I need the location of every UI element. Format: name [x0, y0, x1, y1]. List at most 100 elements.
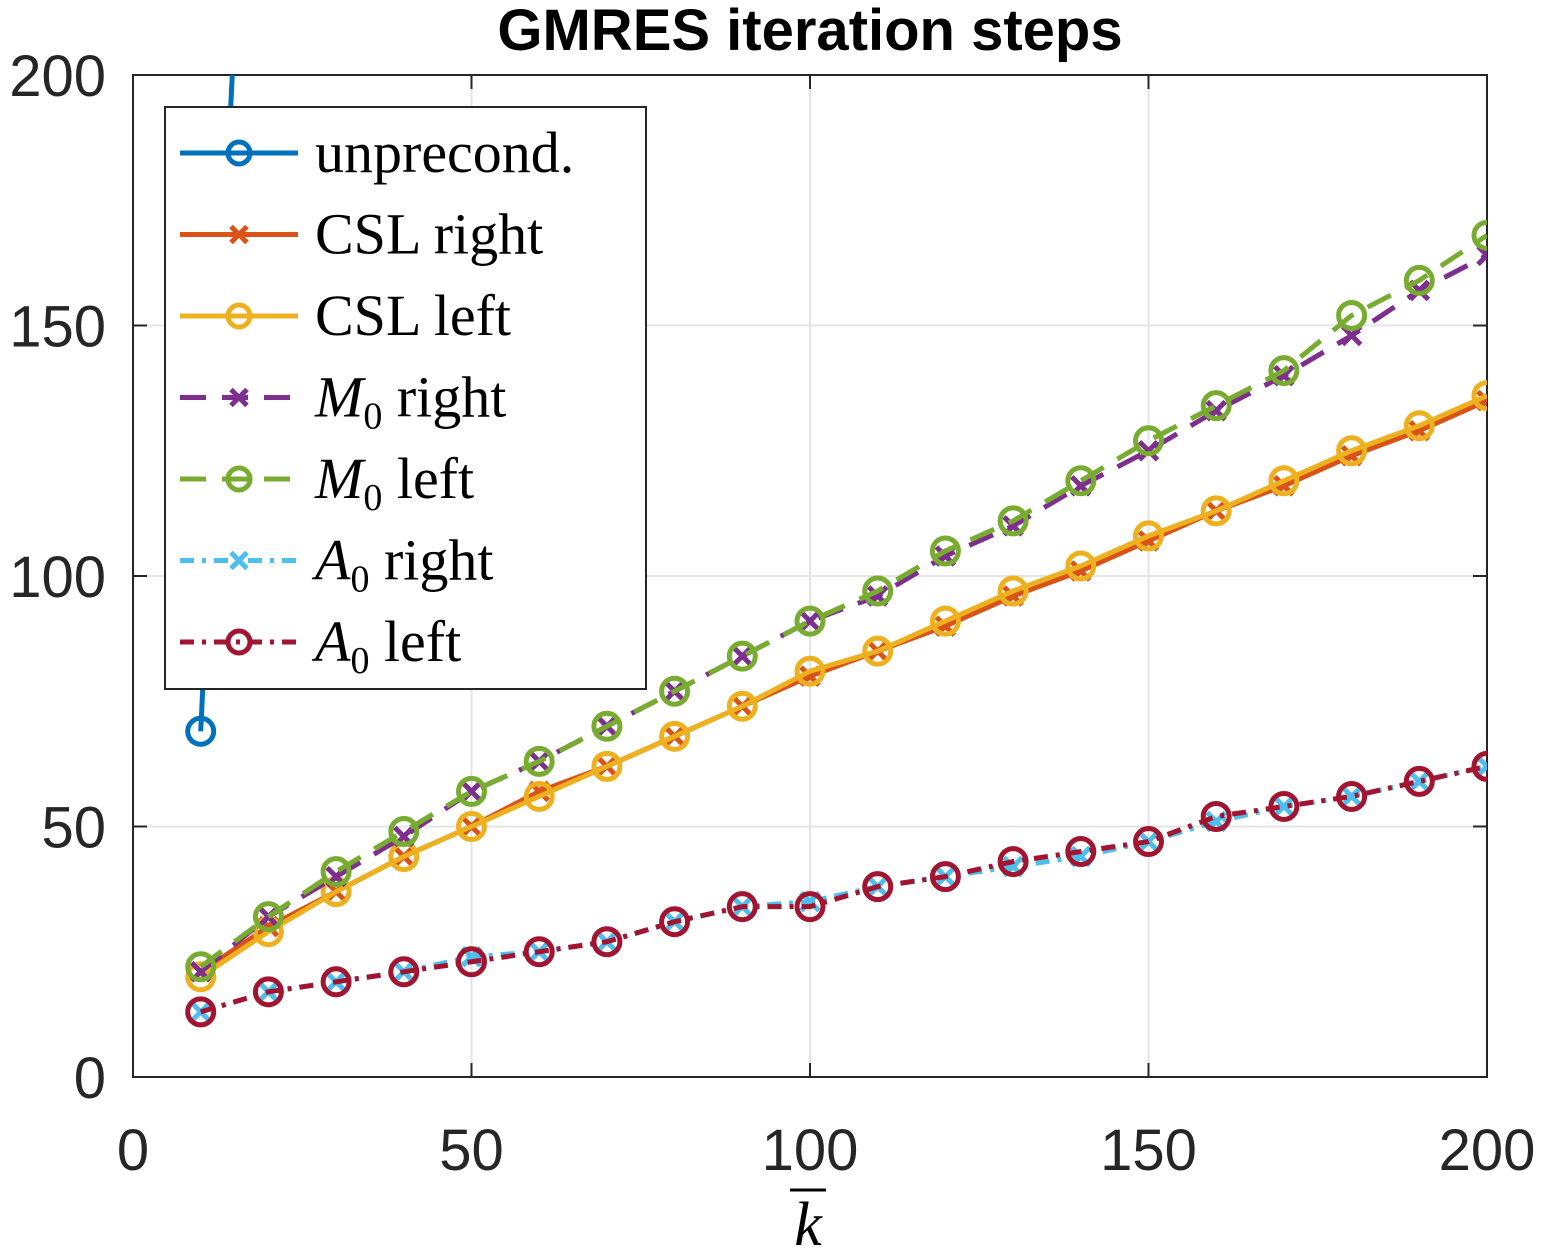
data-point-m0-left-80	[659, 675, 691, 707]
data-point-a0-left-180	[1336, 780, 1368, 812]
series-a0-left	[185, 750, 1487, 1028]
data-point-a0-right-180-stroke-b	[1340, 785, 1363, 808]
data-point-m0-left-40	[388, 816, 420, 848]
legend-label-a0-left: A0 left	[311, 609, 461, 682]
data-point-m0-left-10	[185, 951, 217, 983]
data-point-m0-left-190	[1403, 264, 1435, 296]
data-point-m0-left-20	[252, 901, 284, 933]
legend-label-m0-left: M0 left	[314, 446, 474, 519]
chart-title: GMRES iteration steps	[497, 0, 1122, 63]
y-tick-label-200: 200	[9, 44, 106, 109]
data-point-a0-left-100	[794, 891, 826, 923]
data-point-csl-right-200-stroke-a	[1476, 389, 1487, 405]
tick-labels: 0 50 100 150 200 0 50 100 150 200	[9, 44, 1535, 1183]
data-point-csl-left-140	[1065, 550, 1097, 582]
data-point-a0-left-20	[252, 976, 284, 1008]
data-point-csl-left-50	[456, 811, 487, 842]
data-point-m0-left-150	[1133, 425, 1164, 457]
series-m0-left	[185, 219, 1487, 983]
data-point-a0-left-40	[388, 956, 420, 988]
legend-marker-a0-right	[229, 550, 249, 571]
data-point-a0-left-200	[1471, 750, 1487, 782]
data-point-m0-right-150-stroke-b	[1137, 439, 1160, 462]
data-point-m0-left-170	[1268, 355, 1300, 387]
data-point-m0-left-180	[1336, 299, 1368, 331]
data-point-m0-left-30	[320, 856, 352, 888]
data-point-csl-left-120	[929, 605, 961, 637]
data-point-csl-left-130	[997, 575, 1029, 607]
y-tick-label-100: 100	[9, 545, 106, 610]
data-point-m0-left-140	[1065, 465, 1097, 497]
legend-label-csl-left: CSL left	[315, 283, 511, 348]
x-tick-label-100: 100	[762, 1118, 859, 1183]
data-point-m0-left-90	[726, 640, 758, 672]
data-point-a0-left-110	[862, 871, 894, 903]
data-point-csl-left-60	[523, 780, 555, 812]
data-point-m0-right-90	[731, 645, 754, 667]
data-point-csl-left-170	[1268, 465, 1300, 497]
legend-item-a0-right: A0 right	[180, 528, 493, 601]
data-point-a0-left-140	[1065, 836, 1097, 868]
data-point-a0-left-120	[929, 861, 961, 893]
data-point-m0-left-70	[591, 710, 623, 742]
data-point-csl-left-90	[726, 690, 758, 722]
data-point-m0-left-110	[862, 575, 894, 607]
legend-item-a0-left: A0 left	[180, 609, 461, 682]
legend-marker-unprecond	[225, 139, 253, 167]
legend-item-csl-right: CSL right	[180, 202, 543, 267]
data-point-a0-left-170	[1268, 790, 1300, 822]
legend-marker-m0-right-stroke-b	[229, 387, 249, 408]
legend-marker-m0-right	[229, 387, 249, 408]
data-point-csl-left-70	[591, 750, 623, 782]
legend-label-m0-right: M0 right	[314, 365, 506, 438]
data-point-m0-left-120	[929, 535, 961, 567]
data-point-csl-left-160	[1200, 495, 1232, 527]
data-point-m0-left-130	[997, 505, 1029, 537]
data-point-m0-right-100-stroke-b	[799, 610, 821, 632]
data-point-a0-left-150	[1133, 826, 1164, 858]
data-point-csl-left-110	[862, 635, 894, 667]
legend-marker-csl-right	[229, 224, 249, 245]
data-point-csl-left-200	[1471, 380, 1487, 412]
y-tick-label-50: 50	[41, 796, 106, 861]
data-point-m0-right-90-stroke-b	[731, 645, 754, 667]
data-point-m0-left-60	[523, 745, 555, 777]
series-csl-left	[185, 380, 1487, 993]
data-point-m0-left-100	[794, 605, 826, 637]
data-point-a0-right-170	[1273, 795, 1295, 818]
data-point-a0-right-190	[1408, 770, 1431, 793]
data-point-a0-left-80	[659, 906, 691, 938]
data-point-m0-left-50	[456, 775, 487, 807]
legend-marker-a0-left	[225, 628, 253, 656]
data-point-a0-right-200	[1476, 755, 1487, 778]
legend-item-m0-right: M0 right	[180, 365, 506, 438]
data-point-a0-left-190	[1403, 765, 1435, 797]
data-point-csl-left-100	[794, 655, 826, 687]
data-point-a0-left-70	[591, 926, 623, 958]
legend-marker-csl-right-stroke-b	[229, 224, 249, 245]
data-point-csl-left-190	[1403, 410, 1435, 442]
legend-label-csl-right: CSL right	[315, 202, 543, 267]
data-point-a0-left-130	[997, 846, 1029, 878]
data-point-a0-right-200-stroke-a	[1476, 755, 1487, 770]
legend: unprecond. CSL right CSL left M0 right M0 le…	[164, 106, 647, 690]
legend-marker-m0-left	[225, 465, 253, 493]
x-tick-label-200: 200	[1439, 1118, 1536, 1183]
y-tick-label-150: 150	[9, 295, 106, 360]
axes	[132, 74, 1488, 1078]
legend-marker-a0-right-stroke-b	[229, 550, 249, 571]
data-point-m0-right-100	[799, 610, 821, 632]
data-point-m0-left-200	[1471, 219, 1487, 251]
data-point-m0-right-190-stroke-b	[1408, 279, 1431, 302]
data-point-m0-right-200-stroke-b	[1476, 251, 1487, 267]
data-point-a0-right-190-stroke-b	[1408, 770, 1431, 793]
legend-item-m0-left: M0 left	[180, 446, 474, 519]
data-point-a0-left-50	[456, 946, 487, 978]
x-tick-label-150: 150	[1100, 1118, 1197, 1183]
data-point-a0-left-30	[320, 966, 352, 998]
y-tick-label-0: 0	[74, 1046, 106, 1111]
data-point-a0-right-180	[1340, 785, 1363, 808]
data-point-unprecond-10	[185, 715, 217, 747]
legend-label-unprecond: unprecond.	[315, 120, 574, 185]
